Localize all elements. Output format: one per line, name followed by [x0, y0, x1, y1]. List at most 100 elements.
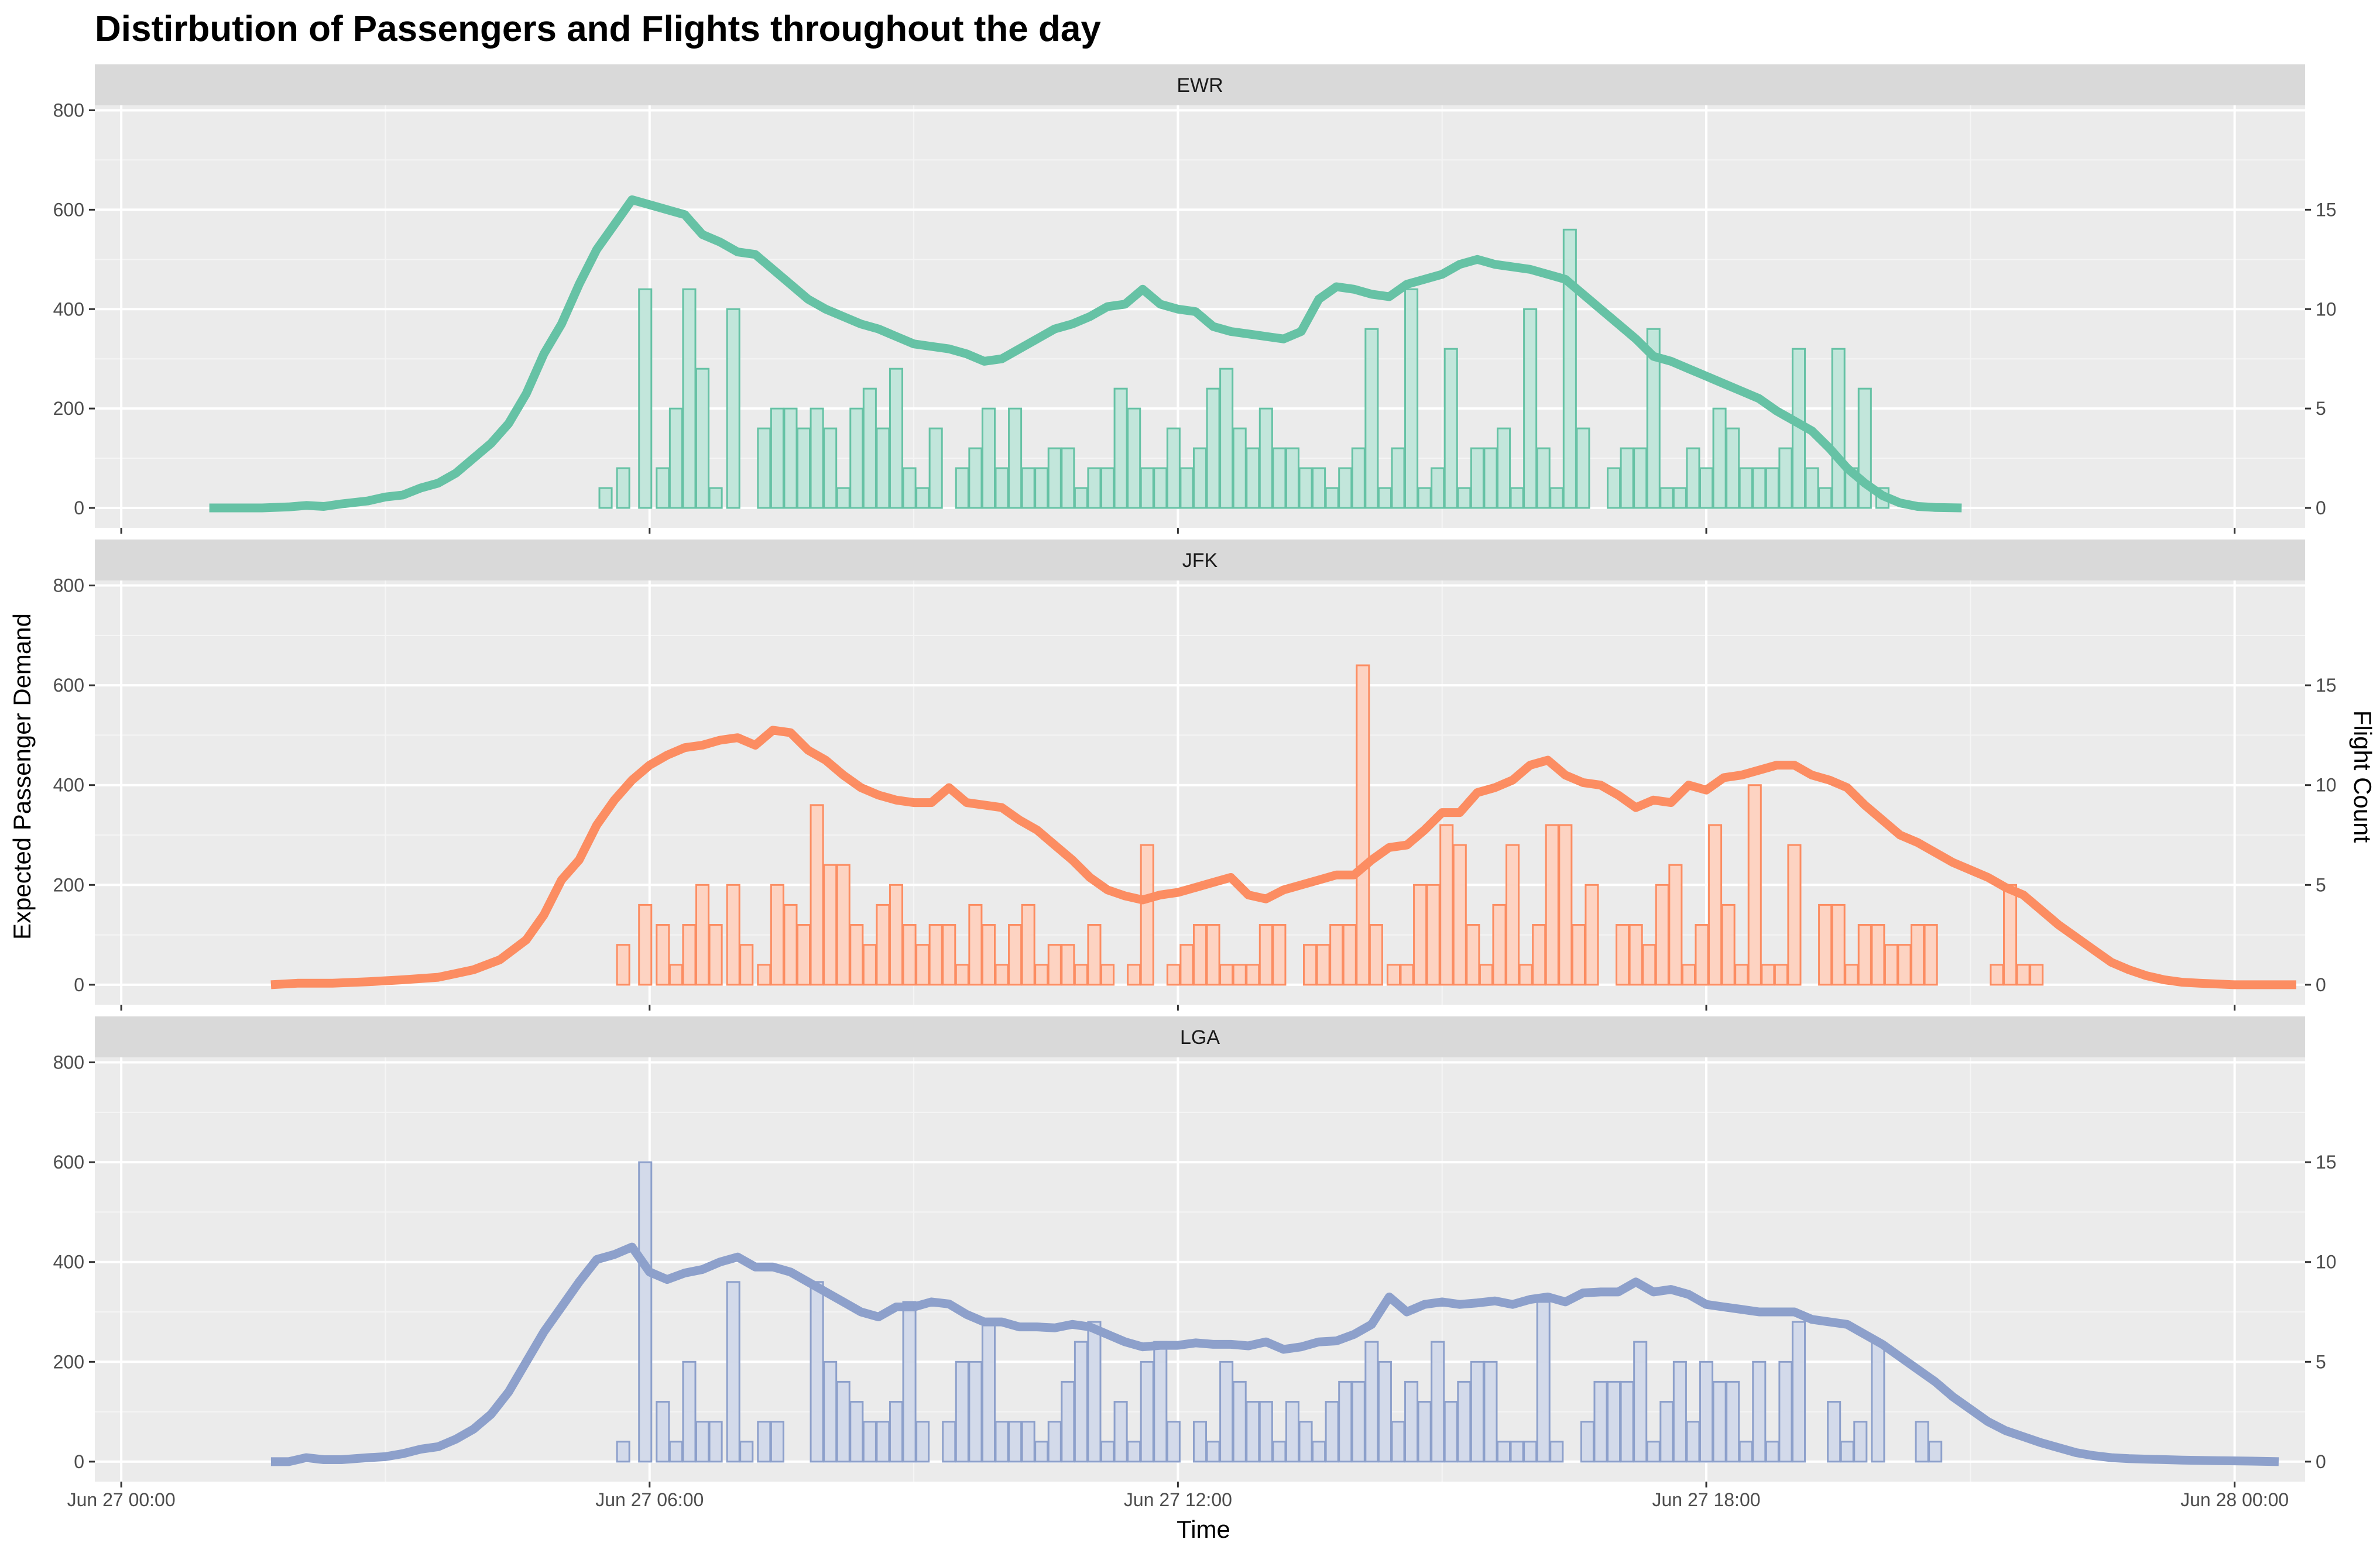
flight-count-bar — [616, 944, 630, 986]
flight-count-bar — [968, 447, 983, 509]
flight-count-bar — [810, 804, 824, 986]
flight-count-bar — [1765, 467, 1779, 509]
panels-layer: EWR 0 200 400 600 800 0 5 10 15 JFK 0 200 400 600 800 0 5… — [53, 64, 2337, 1510]
flight-count-bar — [1034, 467, 1049, 509]
flight-count-bar — [757, 964, 771, 986]
flight-count-bar — [1325, 1401, 1339, 1463]
flight-count-bar — [1452, 844, 1467, 986]
flight-count-bar — [1642, 944, 1657, 986]
flight-count-bar — [726, 884, 740, 986]
flight-count-bar — [1246, 1401, 1260, 1463]
flight-count-bar — [1536, 447, 1551, 509]
panel-lga: LGA 0 200 400 600 800 0 5 10 15 Jun 27 00:00 Jun 27… — [53, 1016, 2337, 1510]
flight-count-bar — [902, 924, 917, 986]
flight-count-bar — [1523, 308, 1538, 509]
flight-count-bar — [889, 884, 904, 986]
flight-count-bar — [1928, 1441, 1943, 1463]
flight-count-bar — [876, 427, 890, 509]
flight-count-bar — [968, 903, 983, 986]
x-tick-label: Jun 27 00:00 — [67, 1489, 176, 1510]
flight-count-bar — [656, 467, 670, 509]
y2-tick-label: 0 — [2316, 497, 2326, 518]
flight-count-bar — [1140, 844, 1154, 986]
flight-count-bar — [1140, 467, 1154, 509]
flight-count-bar — [1413, 884, 1428, 986]
flight-count-bar — [1325, 487, 1339, 509]
flight-count-bar — [656, 924, 670, 986]
flight-count-bar — [1166, 427, 1181, 509]
flight-count-bar — [1100, 467, 1115, 509]
flight-count-bar — [1008, 407, 1023, 509]
flight-count-bar — [1351, 1380, 1366, 1463]
flight-count-bar — [1884, 944, 1898, 986]
flight-count-bar — [955, 964, 969, 986]
x-tick-label: Jun 27 12:00 — [1124, 1489, 1232, 1510]
flight-count-bar — [1672, 487, 1687, 509]
flight-count-bar — [928, 924, 943, 986]
flight-count-bar — [1620, 447, 1634, 509]
flight-count-bar — [1853, 1421, 1868, 1463]
flight-count-bar — [1285, 1401, 1299, 1463]
flight-count-bar — [1087, 467, 1102, 509]
flight-count-bar — [1206, 924, 1220, 986]
facet-strip — [95, 64, 2305, 105]
flight-count-bar — [1738, 467, 1753, 509]
flight-count-bar — [1668, 864, 1683, 986]
flight-count-bar — [1047, 944, 1062, 986]
flight-count-bar — [1818, 487, 1833, 509]
flight-count-bar — [836, 1380, 851, 1463]
flight-count-bar — [1087, 1321, 1102, 1463]
facet-strip — [95, 540, 2305, 580]
flight-count-bar — [955, 467, 969, 509]
flight-count-bar — [915, 487, 930, 509]
flight-count-bar — [1536, 1301, 1551, 1463]
flight-count-bar — [902, 1301, 917, 1463]
flight-count-bar — [1100, 1441, 1115, 1463]
flight-count-bar — [1377, 1360, 1392, 1463]
flight-count-bar — [1483, 1360, 1498, 1463]
flight-count-bar — [1272, 924, 1287, 986]
y-tick-label: 400 — [53, 1252, 84, 1273]
flight-count-bar — [616, 467, 630, 509]
flight-count-bar — [1258, 407, 1273, 509]
flight-count-bar — [928, 427, 943, 509]
flight-count-bar — [1923, 924, 1938, 986]
flight-count-bar — [1818, 903, 1833, 986]
x-tick-label: Jun 28 00:00 — [2180, 1489, 2289, 1510]
flight-count-bar — [1616, 924, 1630, 986]
flight-count-bar — [1518, 964, 1533, 986]
flight-count-bar — [1787, 844, 1802, 986]
flight-count-bar — [1404, 1380, 1419, 1463]
flight-count-bar — [810, 1281, 824, 1463]
flight-count-bar — [1074, 964, 1088, 986]
flight-count-bar — [1915, 1421, 1929, 1463]
flight-count-bar — [1585, 884, 1599, 986]
flight-count-bar — [1633, 1341, 1648, 1463]
flight-count-bar — [1840, 1441, 1854, 1463]
demand-line — [270, 1242, 2279, 1466]
flight-count-bar — [1911, 924, 1925, 986]
flight-count-bar — [1219, 367, 1234, 509]
flight-count-bar — [994, 1421, 1009, 1463]
flight-count-bar — [1391, 447, 1405, 509]
flight-count-bar — [1377, 487, 1392, 509]
flight-count-bar — [1127, 964, 1141, 986]
flight-count-bar — [1633, 447, 1648, 509]
flight-count-bar — [981, 924, 996, 986]
flight-count-bar — [889, 1401, 904, 1463]
flight-count-bar — [1364, 328, 1379, 509]
flight-count-bar — [1805, 467, 1819, 509]
facet-strip-label: EWR — [1177, 74, 1223, 97]
flight-count-bar — [1153, 467, 1168, 509]
flight-count-bar — [1008, 924, 1023, 986]
y-tick-label: 400 — [53, 298, 84, 319]
flight-count-bar — [902, 467, 917, 509]
flight-count-bar — [1496, 1441, 1511, 1463]
flight-count-bar — [1681, 964, 1696, 986]
flight-count-bar — [1192, 924, 1208, 986]
y-tick-label: 600 — [53, 1152, 84, 1173]
flight-count-bar — [1400, 964, 1414, 986]
flight-count-bar — [1272, 447, 1287, 509]
panel-jfk: JFK 0 200 400 600 800 0 5 10 15 — [53, 540, 2337, 1011]
flight-count-bar — [1871, 1341, 1885, 1463]
